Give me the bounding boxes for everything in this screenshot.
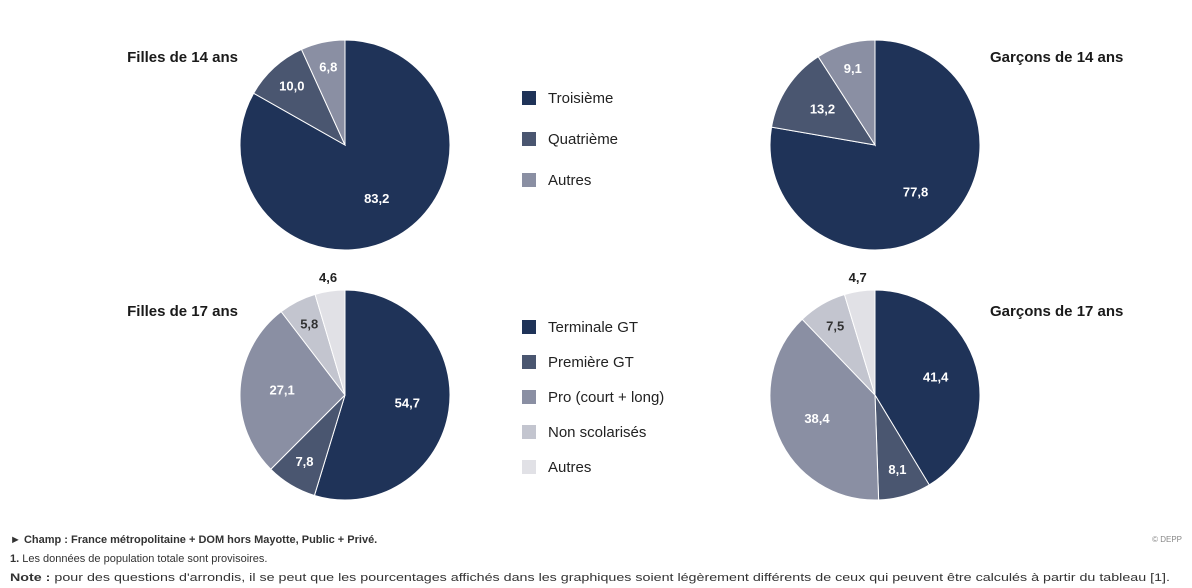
legend-label: Quatrième [548,131,618,148]
slice-label: 41,4 [923,370,949,385]
pie-slice [239,310,346,470]
pie-slice [769,39,981,251]
pie-slice [770,55,877,146]
slice-label: 83,2 [364,191,389,206]
slice-label: 10,0 [279,78,304,93]
slice-label: 4,6 [319,270,337,285]
footnote-text: Les données de population totale sont pr… [22,553,267,565]
footnote: 1. Les données de population totale sont… [10,553,267,565]
legend-label: Autres [548,459,591,476]
legend-label: Terminale GT [548,319,638,336]
legend-swatch [522,390,536,404]
legend-label: Autres [548,172,591,189]
pie-slice [313,289,451,501]
footnote-number: 1. [10,553,19,565]
legend-label: Pro (court + long) [548,389,664,406]
pie-slice [769,318,880,501]
slice-label: 38,4 [804,411,830,426]
legend-swatch [522,425,536,439]
note-text: pour des questions d'arrondis, il se peu… [54,572,1170,584]
pie-title: Garçons de 14 ans [990,49,1123,66]
note-label: Note : [10,572,50,584]
legend-swatch [522,173,536,187]
credit: © DEPP [1152,535,1182,544]
slice-label: 77,8 [903,185,928,200]
pie-slice [314,289,346,396]
slice-label: 7,5 [826,319,844,334]
legend-swatch [522,91,536,105]
pie-title: Garçons de 17 ans [990,303,1123,320]
legend-swatch [522,460,536,474]
pie-slice [300,39,346,146]
legend-label: Première GT [548,354,634,371]
pie-slice [817,39,876,147]
slice-label: 13,2 [810,102,835,117]
pie-slice [874,289,981,486]
slice-label: 8,1 [888,462,906,477]
note: Note : pour des questions d'arrondis, il… [10,572,1170,584]
slice-label: 6,8 [319,59,337,74]
pie-title: Filles de 14 ans [127,49,238,66]
pie-title: Filles de 17 ans [127,303,238,320]
pie-slice [843,289,876,396]
champ-note: ► Champ : France métropolitaine + DOM ho… [10,534,377,546]
legend-swatch [522,132,536,146]
legend-label: Troisième [548,90,613,107]
slice-label: 27,1 [269,382,294,397]
legend-swatch [522,320,536,334]
slice-label: 5,8 [300,316,318,331]
legend-label: Non scolarisés [548,424,646,441]
legend-swatch [522,355,536,369]
slice-label: 54,7 [395,396,420,411]
slice-label: 9,1 [844,61,862,76]
slice-label: 4,7 [849,270,867,285]
slice-label: 7,8 [295,454,313,469]
